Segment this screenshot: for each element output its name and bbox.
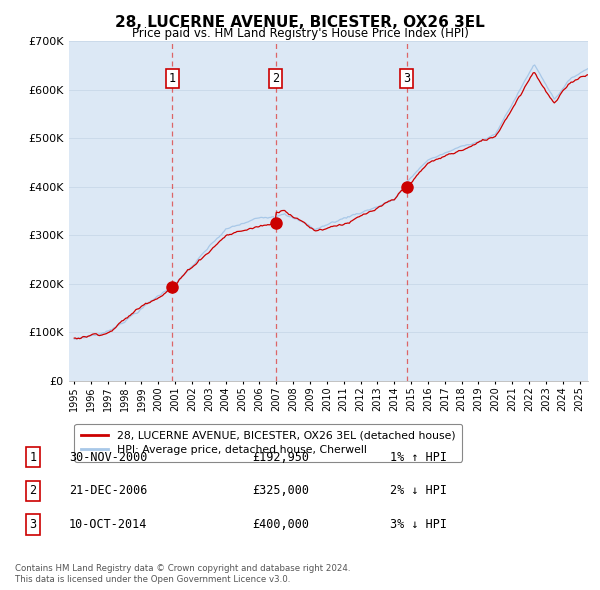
Text: 10-OCT-2014: 10-OCT-2014	[69, 518, 148, 531]
Text: This data is licensed under the Open Government Licence v3.0.: This data is licensed under the Open Gov…	[15, 575, 290, 584]
Text: 30-NOV-2000: 30-NOV-2000	[69, 451, 148, 464]
Text: £400,000: £400,000	[252, 518, 309, 531]
Text: Price paid vs. HM Land Registry's House Price Index (HPI): Price paid vs. HM Land Registry's House …	[131, 27, 469, 40]
Text: 1: 1	[29, 451, 37, 464]
Text: Contains HM Land Registry data © Crown copyright and database right 2024.: Contains HM Land Registry data © Crown c…	[15, 565, 350, 573]
Text: 1% ↑ HPI: 1% ↑ HPI	[390, 451, 447, 464]
Text: 28, LUCERNE AVENUE, BICESTER, OX26 3EL: 28, LUCERNE AVENUE, BICESTER, OX26 3EL	[115, 15, 485, 30]
Text: 3: 3	[29, 518, 37, 531]
Text: £192,950: £192,950	[252, 451, 309, 464]
Text: 2: 2	[29, 484, 37, 497]
Text: £325,000: £325,000	[252, 484, 309, 497]
Legend: 28, LUCERNE AVENUE, BICESTER, OX26 3EL (detached house), HPI: Average price, det: 28, LUCERNE AVENUE, BICESTER, OX26 3EL (…	[74, 424, 462, 461]
Text: 1: 1	[169, 72, 176, 85]
Text: 2% ↓ HPI: 2% ↓ HPI	[390, 484, 447, 497]
Text: 3: 3	[403, 72, 410, 85]
Text: 21-DEC-2006: 21-DEC-2006	[69, 484, 148, 497]
Text: 2: 2	[272, 72, 279, 85]
Text: 3% ↓ HPI: 3% ↓ HPI	[390, 518, 447, 531]
